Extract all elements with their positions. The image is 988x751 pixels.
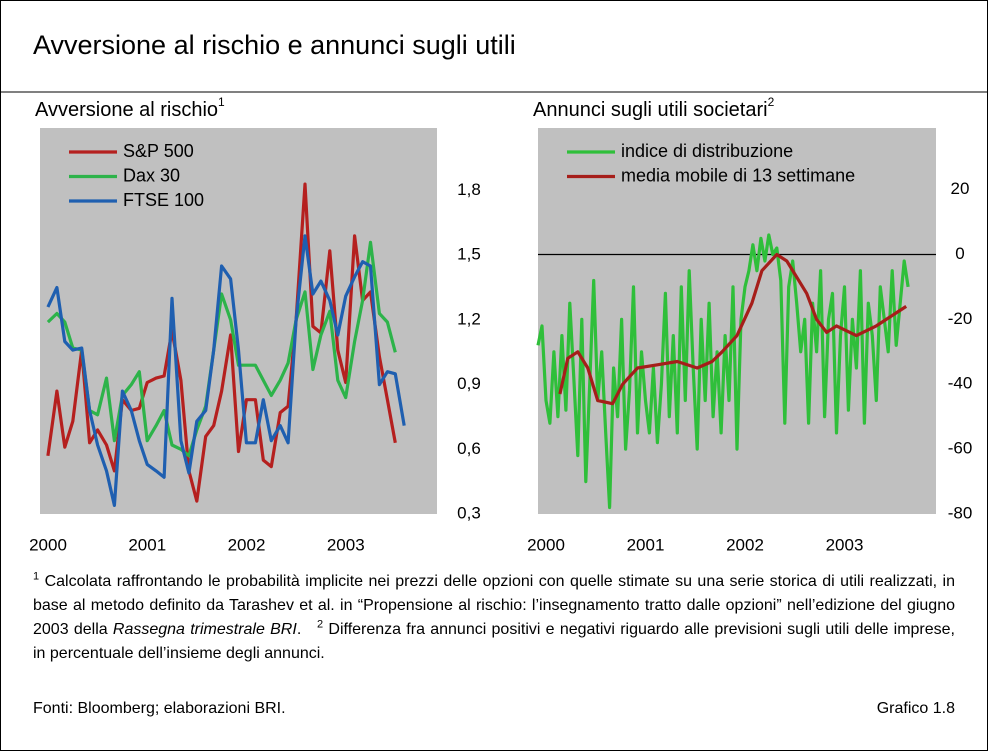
x-tick-label: 2003 (327, 535, 365, 554)
legend-label: media mobile di 13 settimane (621, 165, 855, 185)
x-tick-label: 2002 (726, 535, 764, 554)
y-tick-label: 0,9 (457, 374, 481, 393)
chart-number: Grafico 1.8 (876, 700, 955, 717)
panel-title: Avversione al rischio1 (35, 95, 225, 121)
panel-title-note: 1 (218, 95, 225, 109)
x-tick-label: 2001 (128, 535, 166, 554)
x-tick-label: 2000 (527, 535, 565, 554)
note-text: . (296, 621, 302, 638)
legend-label: S&P 500 (123, 141, 194, 161)
y-tick-label: 1,5 (457, 245, 481, 264)
y-tick-label: 0 (955, 244, 964, 263)
legend-label: indice di distribuzione (621, 141, 793, 161)
legend-label: Dax 30 (123, 165, 180, 185)
note-italic: Rassegna trimestrale BRI (112, 621, 297, 638)
source: Fonti: Bloomberg; elaborazioni BRI. (33, 700, 286, 717)
y-tick-label: 0,6 (457, 439, 481, 458)
x-tick-label: 2002 (228, 535, 266, 554)
series-line (536, 233, 910, 510)
note-text: Differenza fra annunci positivi e negati… (33, 621, 956, 662)
plot-area (40, 128, 437, 514)
panel-title-note: 2 (768, 95, 775, 109)
y-tick-label: -80 (948, 503, 973, 522)
panel-title-text: Annunci sugli utili societari (533, 99, 768, 121)
note-marker: 2 (317, 618, 324, 631)
x-tick-label: 2003 (826, 535, 864, 554)
y-tick-label: -20 (948, 309, 973, 328)
panel-title: Annunci sugli utili societari2 (533, 95, 775, 121)
series-line (46, 234, 406, 507)
y-tick-label: 0,3 (457, 503, 481, 522)
series-line (46, 240, 397, 458)
note-marker: 1 (33, 570, 40, 583)
plot-area (538, 128, 936, 514)
legend-label: FTSE 100 (123, 190, 204, 210)
y-tick-label: -40 (948, 374, 973, 393)
y-tick-label: 20 (951, 179, 970, 198)
series-line (46, 182, 397, 503)
note-text: Calcolata raffrontando le probabilità im… (33, 573, 955, 638)
y-tick-label: 1,8 (457, 180, 481, 199)
main-title: Avversione al rischio e annunci sugli ut… (33, 30, 516, 60)
y-tick-label: -60 (948, 439, 973, 458)
footnotes: 1 Calcolata raffrontando le probabilità … (33, 570, 955, 666)
x-tick-label: 2001 (627, 535, 665, 554)
x-tick-label: 2000 (29, 535, 67, 554)
panel-title-text: Avversione al rischio (35, 99, 218, 121)
y-tick-label: 1,2 (457, 309, 481, 328)
series-line (558, 252, 908, 406)
